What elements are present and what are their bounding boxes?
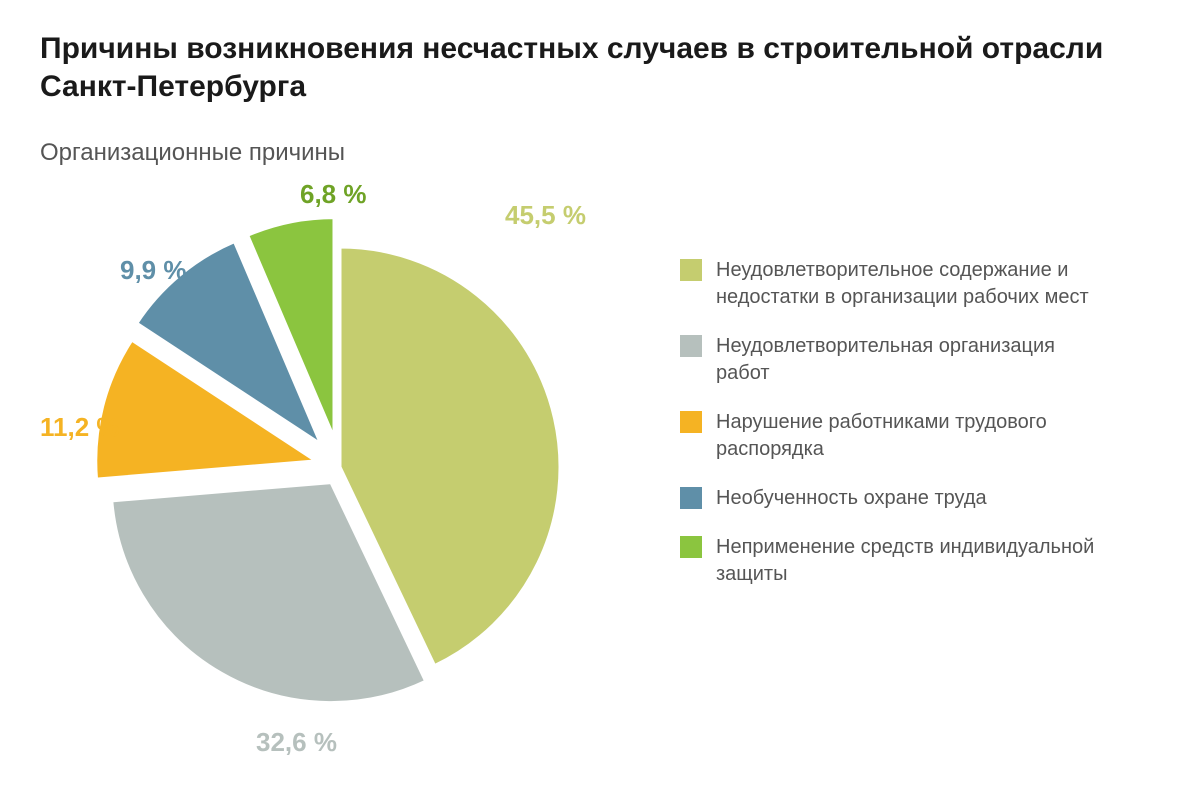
pct-label: 6,8 % [300, 179, 367, 210]
legend-text: Нарушение работниками трудового распоряд… [716, 409, 1096, 463]
legend-item: Неприменение средств индивидуальной защи… [680, 534, 1096, 588]
pie-wrap: 45,5 %32,6 %11,2 %9,9 %6,8 % [40, 177, 640, 737]
pct-label: 32,6 % [256, 727, 337, 758]
legend-text: Неудовлетворительная организация работ [716, 333, 1096, 387]
pct-label: 45,5 % [505, 200, 586, 231]
legend-swatch [680, 487, 702, 509]
pct-label: 11,2 % [40, 412, 120, 443]
chart-area: 45,5 %32,6 %11,2 %9,9 %6,8 % Неудовлетво… [40, 177, 1160, 737]
legend-swatch [680, 335, 702, 357]
legend-text: Неприменение средств индивидуальной защи… [716, 534, 1096, 588]
legend: Неудовлетворительное содержание и недост… [680, 257, 1096, 588]
legend-text: Необученность охране труда [716, 485, 987, 512]
legend-item: Неудовлетворительная организация работ [680, 333, 1096, 387]
legend-swatch [680, 259, 702, 281]
page-title: Причины возникновения несчастных случаев… [40, 30, 1160, 105]
pct-label: 9,9 % [120, 255, 187, 286]
legend-item: Необученность охране труда [680, 485, 1096, 512]
legend-item: Нарушение работниками трудового распоряд… [680, 409, 1096, 463]
legend-item: Неудовлетворительное содержание и недост… [680, 257, 1096, 311]
legend-text: Неудовлетворительное содержание и недост… [716, 257, 1096, 311]
legend-swatch [680, 411, 702, 433]
legend-swatch [680, 536, 702, 558]
subtitle: Организационные причины [40, 139, 1160, 167]
